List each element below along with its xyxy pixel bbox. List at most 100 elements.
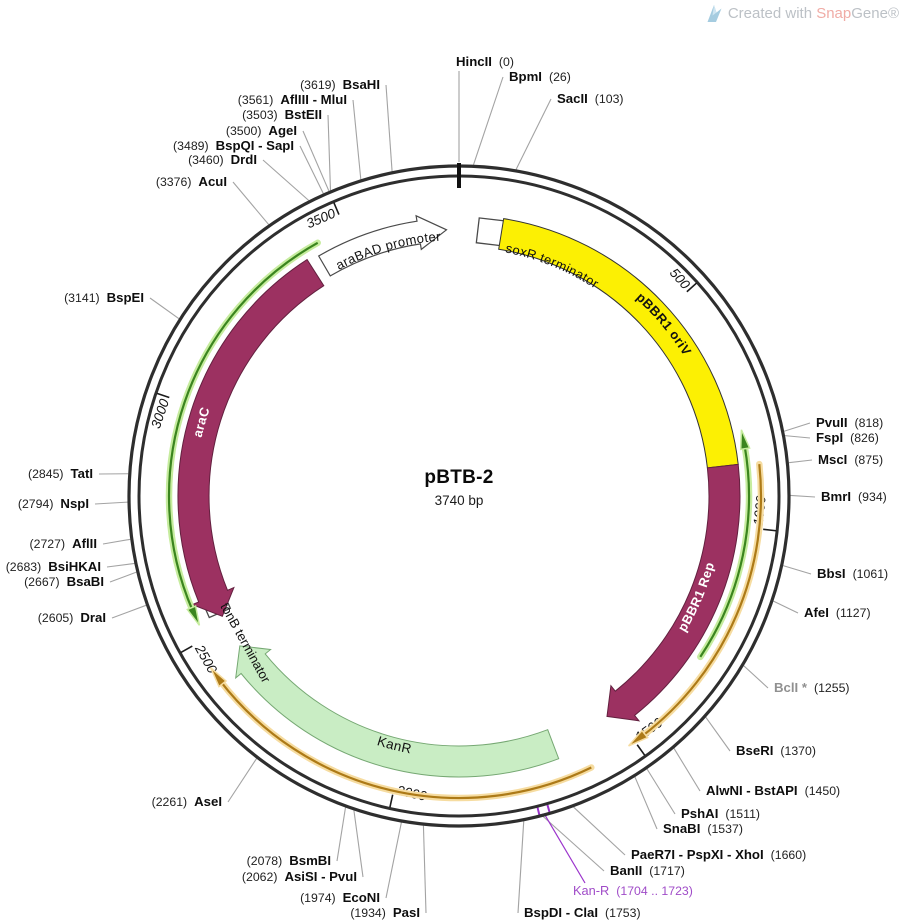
site-position: (3376) [155,175,192,189]
enzyme-label-aflii: (2727) AflII [30,536,97,552]
enzyme-label-bpmi: BpmI (26) [509,69,571,85]
enzyme-label-pshai: PshAI (1511) [681,806,760,822]
connector-bseri [705,716,731,752]
connector-drai [111,604,147,619]
orf-arrow-layer [165,239,765,802]
site-name: BsaBI [66,574,104,589]
enzyme-label-bspqi-sapi: (3489) BspQI - SapI [173,138,294,154]
connector-nspi [94,501,128,505]
site-position: (2794) [17,497,54,511]
enzyme-label-hincii: HincII (0) [456,54,514,70]
enzyme-label-asei: (2261) AseI [152,794,222,810]
connector-bsahi [385,84,393,172]
enzyme-label-tati: (2845) TatI [28,466,93,482]
connector-bspdi-clai [517,821,525,914]
tick-label-3500: 3500 [304,205,338,231]
enzyme-label-bspdi-clai: BspDI - ClaI (1753) [524,905,641,921]
site-name: AlwNI - BstAPI [706,783,798,798]
connector-bmri [790,494,816,498]
enzyme-label-agei: (3500) AgeI [226,123,297,139]
connector-bpmi [472,76,504,165]
site-position: (875) [854,453,884,467]
site-name: SnaBI [663,821,701,836]
tick-mark-2000 [389,794,394,808]
orf-arrowhead-0 [739,429,751,451]
connector-snabi [634,776,658,830]
site-name: AflII [72,536,97,551]
snapgene-watermark: Created with SnapGene® [706,4,899,23]
connector-pasi [422,825,427,914]
enzyme-label-bmri: BmrI (934) [821,489,887,505]
feature-layer [177,214,741,778]
site-name: BbsI [817,566,846,581]
site-position: (3141) [64,291,100,305]
tick-mark-500 [686,282,698,293]
enzyme-label-acui: (3376) AcuI [156,174,227,190]
enzyme-label-drai: (2605) DraI [38,610,106,626]
site-position: (2605) [37,611,74,625]
site-position: (1511) [725,807,761,821]
connector-bsmbi [336,807,347,862]
site-position: (1061) [852,567,889,581]
site-position: (826) [850,431,879,445]
enzyme-label-drdi: (3460) DrdI [188,152,257,168]
site-name: BsiHKAI [48,559,101,574]
connector-afliii-mlui [352,99,362,180]
connector-bsabi [109,571,137,583]
site-name: FspI [816,430,844,445]
site-name: BspDI - ClaI [524,905,599,920]
connector-fspi [784,435,811,439]
enzyme-label-paer7i-pspxi-xhoi: PaeR7I - PspXI - XhoI (1660) [631,847,806,863]
connector-econi [385,822,402,899]
site-position: (1974) [300,891,336,905]
enzyme-label-nspi: (2794) NspI [18,496,89,512]
connector-paer7i-pspxi-xhoi [573,806,626,856]
enzyme-connector-lines [94,71,816,914]
tick-mark-2500 [180,645,193,654]
site-name: AseI [194,794,222,809]
enzyme-label-bsihkai: (2683) BsiHKAI [6,559,101,575]
site-name: BpmI [509,69,542,84]
site-name: DrdI [230,152,257,167]
watermark-text: Created with SnapGene® [727,5,899,22]
plasmid-size: 3740 bp [434,493,484,508]
site-position: (3561) [237,93,274,107]
connector-bspqi-sapi [299,145,324,194]
site-position: (3619) [300,78,336,92]
site-name: PvuII [816,415,848,430]
site-position: (2845) [27,467,64,481]
site-position: (2667) [24,575,60,589]
tick-label-2500: 2500 [192,641,221,676]
feature-arc-arac [177,258,325,617]
enzyme-label-pasi: (1934) PasI [350,905,420,921]
plasmid-title-block: pBTB-2 3740 bp [339,467,579,508]
site-name: BspEI [106,290,144,305]
connector-agei [302,130,330,192]
site-position: (1660) [770,848,807,862]
enzyme-label-bspei: (3141) BspEI [64,290,144,306]
connector-banii [542,816,605,872]
site-position: (3460) [188,153,224,167]
site-name: AflIII - MluI [280,92,347,107]
connector-bsihkai [106,562,135,568]
connector-afei [773,600,799,614]
site-name: AcuI [198,174,227,189]
site-position: (1450) [804,784,841,798]
connector-acui [232,181,270,225]
connector-sacii [515,98,552,170]
orf-arrow-orange-3 [219,680,592,800]
enzyme-label-banii: BanII (1717) [610,863,685,879]
site-position: (1127) [835,606,871,620]
site-position: (1717) [649,864,685,878]
site-position: (3500) [225,124,262,138]
enzyme-label-bseri: BseRI (1370) [736,743,816,759]
site-position: (2078) [246,854,283,868]
site-name: MscI [818,452,848,467]
site-name: BclI * [774,680,807,695]
enzyme-label-alwni-bstapi: AlwNI - BstAPI (1450) [706,783,840,799]
tick-mark-1500 [636,744,646,756]
connector-pvuii [783,422,811,432]
site-position: (1934) [350,906,386,920]
connector-asei [227,758,258,803]
